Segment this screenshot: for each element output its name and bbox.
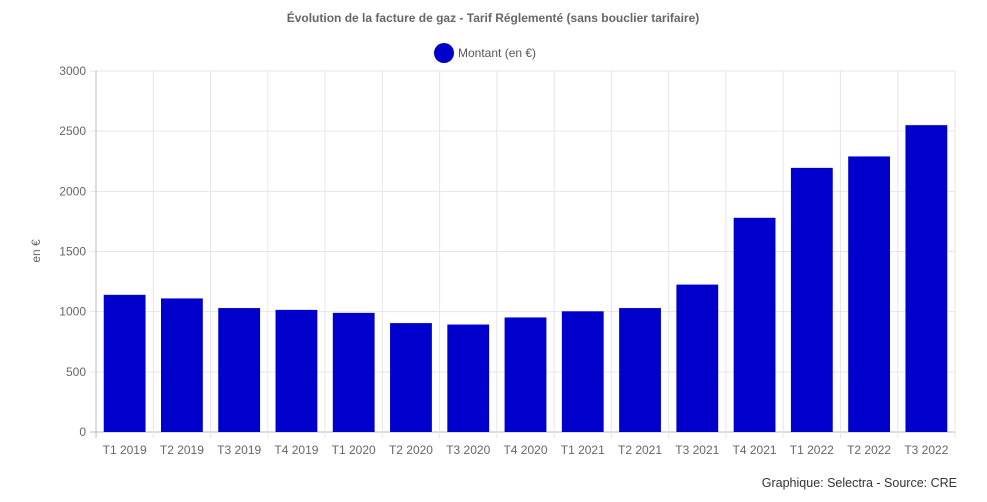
bar[interactable]	[390, 323, 432, 432]
y-tick-labels: 0 500 1000 1500 2000 2500 3000	[59, 64, 86, 439]
legend-marker	[434, 43, 454, 63]
bar[interactable]	[504, 317, 547, 432]
x-tick-label: T3 2022	[904, 443, 948, 457]
y-tick-label: 1000	[59, 305, 86, 319]
bar[interactable]	[676, 284, 719, 432]
x-tick-label: T1 2019	[103, 443, 147, 457]
bar[interactable]	[790, 167, 833, 432]
bar[interactable]	[848, 156, 891, 433]
bar[interactable]	[561, 311, 604, 432]
legend-label: Montant (en €)	[458, 46, 536, 60]
bar[interactable]	[103, 294, 146, 432]
y-tick-label: 2500	[59, 124, 86, 138]
bar[interactable]	[733, 217, 776, 432]
x-tick-label: T1 2020	[332, 443, 376, 457]
bar[interactable]	[275, 309, 318, 432]
bar[interactable]	[619, 308, 661, 432]
source-note: Graphique: Selectra - Source: CRE	[761, 476, 957, 490]
y-axis-label: en €	[29, 239, 43, 263]
bar[interactable]	[218, 308, 261, 432]
bars	[103, 125, 948, 433]
x-tick-label: T1 2021	[561, 443, 605, 457]
y-tick-label: 0	[79, 425, 86, 439]
bar[interactable]	[160, 298, 203, 432]
x-tick-labels: T1 2019 T2 2019 T3 2019 T4 2019 T1 2020 T2 20…	[103, 443, 949, 457]
x-tick-label: T2 2022	[847, 443, 891, 457]
x-tick-label: T3 2020	[446, 443, 490, 457]
x-tick-label: T2 2019	[160, 443, 204, 457]
chart-title: Évolution de la facture de gaz - Tarif R…	[287, 10, 700, 25]
grid	[90, 70, 956, 438]
bar[interactable]	[332, 312, 375, 432]
y-tick-label: 500	[66, 365, 86, 379]
x-tick-label: T2 2020	[389, 443, 433, 457]
y-tick-label: 3000	[59, 64, 86, 78]
bar[interactable]	[905, 125, 948, 433]
x-tick-label: T4 2020	[503, 443, 547, 457]
y-tick-label: 2000	[59, 184, 86, 198]
y-tick-label: 1500	[59, 245, 86, 259]
x-tick-label: T1 2022	[790, 443, 834, 457]
x-tick-label: T2 2021	[618, 443, 662, 457]
legend[interactable]: Montant (en €)	[434, 43, 536, 63]
x-tick-label: T3 2021	[675, 443, 719, 457]
x-tick-label: T4 2021	[733, 443, 777, 457]
x-tick-label: T3 2019	[217, 443, 261, 457]
bar[interactable]	[447, 324, 490, 432]
x-tick-label: T4 2019	[274, 443, 318, 457]
